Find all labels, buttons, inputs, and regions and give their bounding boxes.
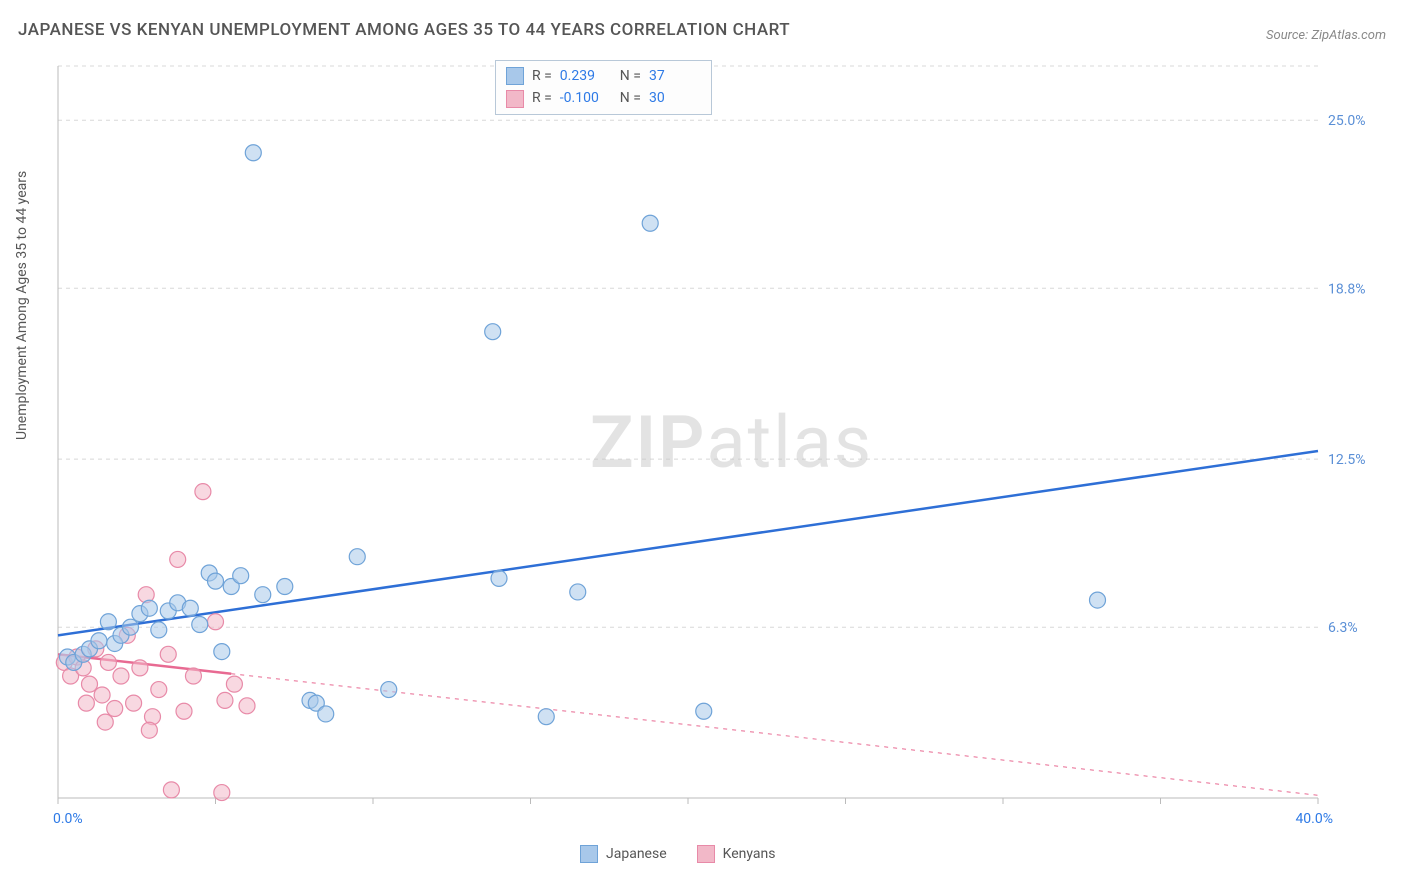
trend-line <box>58 451 1318 635</box>
n-value-japanese: 37 <box>649 65 701 87</box>
correlation-row-japanese: R = 0.239 N = 37 <box>506 65 701 87</box>
data-point <box>141 600 157 616</box>
data-point <box>195 484 211 500</box>
r-label: R = <box>532 87 552 109</box>
data-point <box>226 676 242 692</box>
legend-square-kenyans-bottom <box>697 845 715 863</box>
data-point <box>151 622 167 638</box>
source-value: ZipAtlas.com <box>1311 28 1386 43</box>
data-point <box>94 687 110 703</box>
source-attribution: Source: ZipAtlas.com <box>1266 28 1386 43</box>
data-point <box>349 549 365 565</box>
data-point <box>122 619 138 635</box>
y-axis-label: Unemployment Among Ages 35 to 44 years <box>14 171 30 440</box>
r-value-japanese: 0.239 <box>560 65 612 87</box>
legend-square-japanese <box>506 67 524 85</box>
legend-square-kenyans <box>506 90 524 108</box>
data-point <box>277 579 293 595</box>
data-point <box>126 695 142 711</box>
data-point <box>192 616 208 632</box>
legend-item-japanese: Japanese <box>580 845 667 863</box>
data-point <box>113 668 129 684</box>
data-point <box>642 215 658 231</box>
data-point <box>208 614 224 630</box>
data-point <box>233 568 249 584</box>
n-label: N = <box>620 87 641 109</box>
y-tick-label: 12.5% <box>1328 452 1366 468</box>
data-point <box>538 709 554 725</box>
source-label: Source: <box>1266 28 1308 43</box>
scatter-plot: 6.3% 12.5% 18.8% 25.0% 0.0% 40.0% <box>48 58 1388 838</box>
bottom-legend: Japanese Kenyans <box>580 845 775 863</box>
data-point <box>160 646 176 662</box>
data-point <box>132 660 148 676</box>
data-point <box>491 570 507 586</box>
data-point <box>97 714 113 730</box>
chart-title: JAPANESE VS KENYAN UNEMPLOYMENT AMONG AG… <box>18 20 790 40</box>
x-max-label: 40.0% <box>1295 811 1333 827</box>
data-point <box>107 701 123 717</box>
data-point <box>91 633 107 649</box>
data-point <box>78 695 94 711</box>
legend-label-kenyans: Kenyans <box>723 846 776 862</box>
y-tick-label: 18.8% <box>1328 281 1366 297</box>
data-point <box>318 706 334 722</box>
data-point <box>485 324 501 340</box>
data-point <box>100 614 116 630</box>
data-point <box>163 782 179 798</box>
correlation-row-kenyans: R = -0.100 N = 30 <box>506 87 701 109</box>
data-point <box>245 145 261 161</box>
legend-square-japanese-bottom <box>580 845 598 863</box>
data-point <box>239 698 255 714</box>
data-point <box>141 722 157 738</box>
data-point <box>82 676 98 692</box>
legend-label-japanese: Japanese <box>606 846 667 862</box>
r-label: R = <box>532 65 552 87</box>
data-point <box>1090 592 1106 608</box>
y-tick-label: 6.3% <box>1328 620 1358 636</box>
data-point <box>696 703 712 719</box>
n-value-kenyans: 30 <box>649 87 701 109</box>
data-point <box>170 551 186 567</box>
data-point <box>217 692 233 708</box>
data-point <box>100 654 116 670</box>
correlation-legend-box: R = 0.239 N = 37 R = -0.100 N = 30 <box>495 60 712 115</box>
y-tick-label: 25.0% <box>1328 113 1366 129</box>
data-point <box>151 682 167 698</box>
data-point <box>185 668 201 684</box>
data-point <box>381 682 397 698</box>
data-point <box>182 600 198 616</box>
r-value-kenyans: -0.100 <box>560 87 612 109</box>
data-point <box>570 584 586 600</box>
x-min-label: 0.0% <box>53 811 83 827</box>
legend-item-kenyans: Kenyans <box>697 845 776 863</box>
n-label: N = <box>620 65 641 87</box>
data-point <box>208 573 224 589</box>
data-point <box>176 703 192 719</box>
data-point <box>214 785 230 801</box>
data-point <box>214 644 230 660</box>
data-point <box>255 587 271 603</box>
